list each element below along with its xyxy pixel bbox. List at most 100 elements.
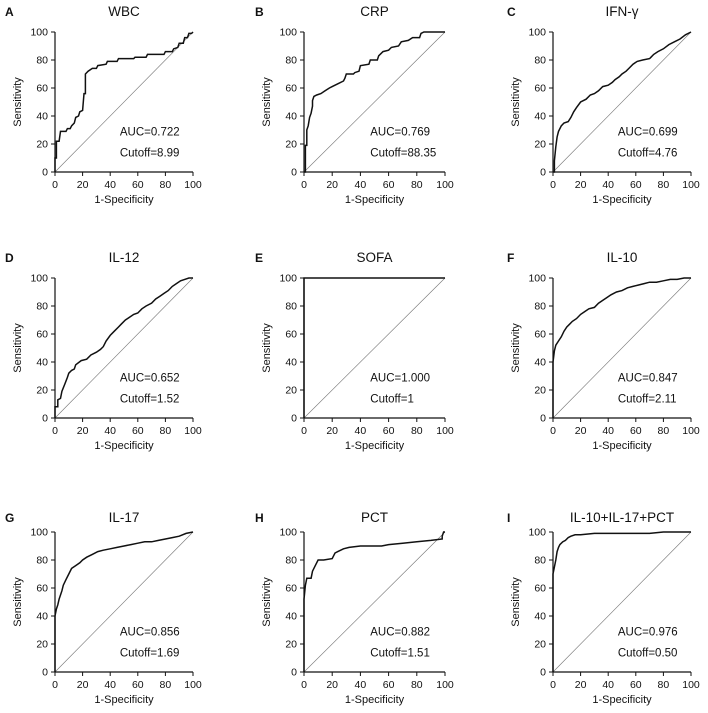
chart-f-cutoff-annotation: Cutoff=2.11: [618, 394, 677, 406]
chart-c-y-tick-label: 0: [540, 167, 546, 179]
chart-a-y-tick-label: 60: [36, 83, 48, 95]
chart-b-x-tick-label: 60: [383, 179, 395, 191]
chart-c-x-tick-label: 100: [682, 179, 700, 191]
chart-d-reference-diagonal: [54, 277, 194, 419]
chart-e-x-tick-label: 40: [355, 425, 367, 437]
chart-g-y-tick-label: 80: [36, 555, 48, 567]
chart-c-y-tick-label: 100: [528, 27, 546, 39]
chart-f-roc-curve: [552, 277, 691, 418]
chart-g-panel: G IL-17 0 20 40 60 80 100 0 20 40 60 80 100 1-Specific…: [5, 510, 202, 706]
chart-a-cutoff-annotation: Cutoff=8.99: [120, 148, 180, 160]
chart-a-x-tick-label: 40: [104, 179, 116, 191]
chart-c-panel: C IFN-γ 0 20 40 60 80 100 0 20 40 60 80 100 1-Specific…: [507, 4, 700, 206]
chart-h-cutoff-annotation: Cutoff=1.51: [370, 648, 430, 660]
chart-g-cutoff-annotation: Cutoff=1.69: [120, 648, 180, 660]
chart-f-x-tick-label: 40: [602, 425, 614, 437]
chart-e-y-tick-label: 60: [285, 329, 297, 341]
chart-i-x-tick-label: 20: [575, 679, 587, 691]
chart-d-x-tick-label: 80: [160, 425, 172, 437]
chart-e-x-tick-label: 80: [411, 425, 423, 437]
chart-f-y-tick-label: 60: [534, 329, 546, 341]
chart-b-x-axis-label: 1-Specificity: [345, 194, 405, 206]
chart-a-title: WBC: [108, 4, 140, 19]
chart-g-roc-curve: [54, 531, 194, 672]
chart-f-x-tick-label: 20: [575, 425, 587, 437]
chart-e-y-tick-label: 0: [291, 413, 297, 425]
chart-f-title: IL-10: [607, 250, 638, 265]
chart-g-auc-annotation: AUC=0.856: [120, 627, 180, 639]
chart-h-y-axis-label: Sensitivity: [261, 577, 273, 627]
chart-i-x-tick-label: 40: [602, 679, 614, 691]
chart-g-x-tick-label: 60: [132, 679, 144, 691]
chart-c-cutoff-annotation: Cutoff=4.76: [618, 148, 678, 160]
chart-a-x-tick-label: 20: [77, 179, 89, 191]
chart-a-roc-curve: [54, 31, 194, 172]
chart-h-x-tick-label: 20: [326, 679, 338, 691]
chart-c-x-tick-label: 60: [630, 179, 642, 191]
chart-h-x-tick-label: 40: [355, 679, 367, 691]
chart-h-y-tick-label: 60: [285, 583, 297, 595]
chart-c-panel-letter: C: [507, 5, 516, 19]
chart-a-y-tick-label: 40: [36, 111, 48, 123]
chart-c-x-tick-label: 80: [658, 179, 670, 191]
chart-c-y-axis-label: Sensitivity: [510, 77, 522, 127]
chart-a-y-axis-label: Sensitivity: [12, 77, 24, 127]
chart-f-reference-diagonal: [552, 277, 692, 419]
chart-d-y-tick-label: 80: [36, 301, 48, 313]
chart-h-y-tick-label: 100: [279, 527, 297, 539]
chart-b-title: CRP: [360, 4, 389, 19]
chart-c-x-tick-label: 0: [550, 179, 556, 191]
chart-c-x-tick-label: 40: [602, 179, 614, 191]
chart-g-x-tick-label: 100: [184, 679, 202, 691]
chart-i-cutoff-annotation: Cutoff=0.50: [618, 648, 678, 660]
chart-f-y-axis-label: Sensitivity: [510, 323, 522, 373]
chart-g-y-axis-label: Sensitivity: [12, 577, 24, 627]
chart-i-y-tick-label: 40: [534, 611, 546, 623]
chart-h-auc-annotation: AUC=0.882: [370, 627, 430, 639]
chart-f-y-tick-label: 40: [534, 357, 546, 369]
chart-f-x-axis-label: 1-Specificity: [592, 440, 652, 452]
chart-c-y-tick-label: 20: [534, 139, 546, 151]
chart-c-auc-annotation: AUC=0.699: [618, 127, 678, 139]
chart-g-y-tick-label: 40: [36, 611, 48, 623]
chart-d-y-tick-label: 40: [36, 357, 48, 369]
chart-h-reference-diagonal: [303, 531, 446, 673]
chart-e-x-tick-label: 100: [436, 425, 454, 437]
chart-g-panel-letter: G: [5, 511, 14, 525]
chart-b-panel: B CRP 0 20 40 60 80 100 0 20 40 60 80 100 1-Specificit…: [255, 4, 454, 206]
chart-f-y-tick-label: 20: [534, 385, 546, 397]
chart-a-reference-diagonal: [54, 31, 194, 173]
chart-h-x-tick-label: 100: [436, 679, 454, 691]
chart-b-y-tick-label: 80: [285, 55, 297, 67]
chart-i-x-tick-label: 60: [630, 679, 642, 691]
chart-c-y-tick-label: 60: [534, 83, 546, 95]
chart-e-x-tick-label: 0: [301, 425, 307, 437]
chart-b-y-axis-label: Sensitivity: [261, 77, 273, 127]
chart-d-cutoff-annotation: Cutoff=1.52: [120, 394, 180, 406]
chart-b-auc-annotation: AUC=0.769: [370, 127, 430, 139]
chart-d-y-tick-label: 0: [42, 413, 48, 425]
chart-c-roc-curve: [553, 31, 692, 173]
chart-a-y-tick-label: 100: [30, 27, 48, 39]
chart-h-panel-letter: H: [255, 511, 264, 525]
chart-i-roc-curve: [552, 531, 691, 672]
chart-e-panel: E SOFA 0 20 40 60 80 100 0 20 40 60 80 100 1-Specifici…: [255, 250, 454, 452]
chart-b-x-tick-label: 0: [301, 179, 307, 191]
chart-c-x-axis-label: 1-Specificity: [592, 194, 652, 206]
chart-b-x-tick-label: 80: [411, 179, 423, 191]
chart-d-y-tick-label: 100: [30, 273, 48, 285]
chart-c-reference-diagonal: [552, 31, 692, 173]
chart-f-y-tick-label: 80: [534, 301, 546, 313]
chart-g-y-tick-label: 0: [42, 667, 48, 679]
chart-c-y-tick-label: 80: [534, 55, 546, 67]
chart-d-x-tick-label: 20: [77, 425, 89, 437]
chart-b-x-tick-label: 100: [436, 179, 454, 191]
chart-a-auc-annotation: AUC=0.722: [120, 127, 180, 139]
chart-e-x-tick-label: 60: [383, 425, 395, 437]
chart-e-x-axis-label: 1-Specificity: [345, 440, 405, 452]
chart-f-panel-letter: F: [507, 251, 514, 265]
chart-i-reference-diagonal: [552, 531, 692, 673]
chart-a-x-tick-label: 100: [184, 179, 202, 191]
chart-h-y-tick-label: 80: [285, 555, 297, 567]
